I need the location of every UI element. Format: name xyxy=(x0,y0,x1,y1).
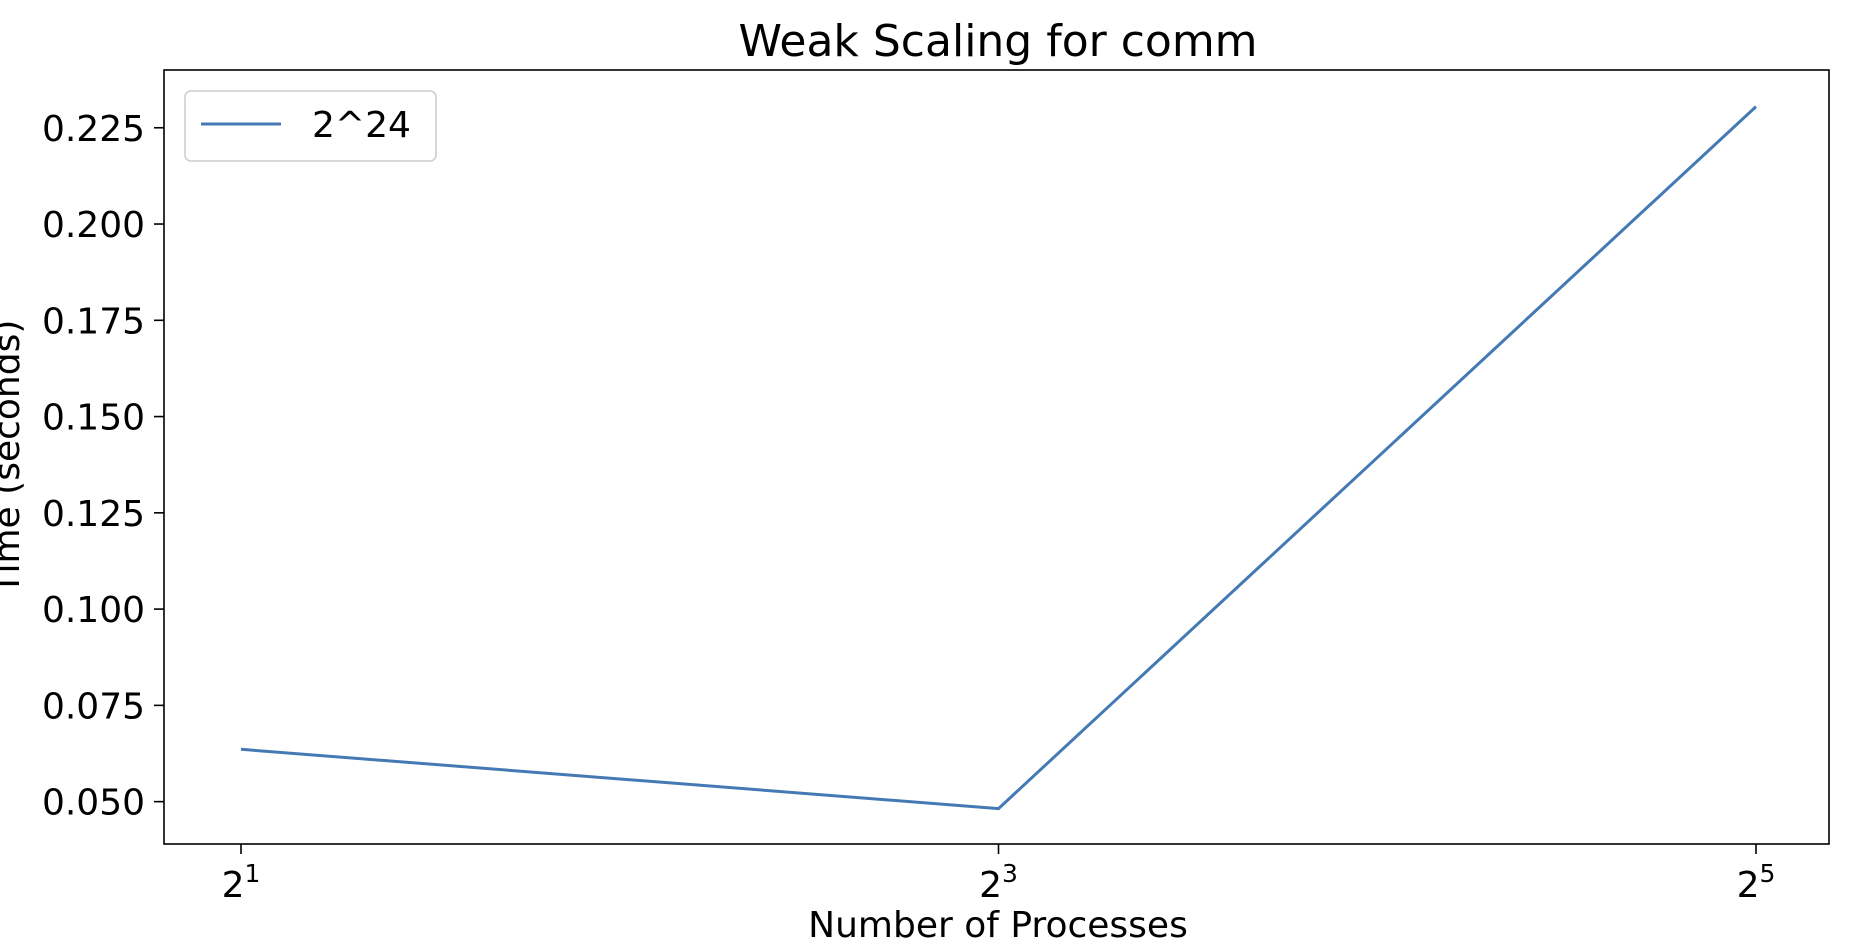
x-tick-label: 23 xyxy=(979,859,1018,906)
y-tick-label: 0.200 xyxy=(42,205,145,246)
y-tick-label: 0.100 xyxy=(42,590,145,631)
y-tick-label: 0.125 xyxy=(42,494,145,535)
plot-frame xyxy=(163,69,1830,845)
y-tick-label: 0.150 xyxy=(42,398,145,439)
chart-title: Weak Scaling for comm xyxy=(738,16,1257,67)
x-axis: 21 23 25 xyxy=(222,844,1776,906)
plot-area: 0.050 0.075 0.100 0.125 0.150 0.175 0.200 0.225… xyxy=(42,69,1830,906)
legend-label: 2^24 xyxy=(312,105,411,146)
series-layer xyxy=(240,105,1758,811)
y-axis: 0.050 0.075 0.100 0.125 0.150 0.175 0.200 0.225 xyxy=(42,109,164,824)
y-tick-label: 0.050 xyxy=(42,783,145,824)
y-tick-label: 0.075 xyxy=(42,686,145,727)
legend-box xyxy=(184,90,437,162)
x-tick-label: 25 xyxy=(1737,859,1776,906)
series-line xyxy=(240,105,1758,811)
y-tick-label: 0.225 xyxy=(42,109,145,150)
x-tick-label: 21 xyxy=(222,859,261,906)
x-axis-label: Number of Processes xyxy=(808,905,1188,944)
y-axis-label: Time (seconds) xyxy=(0,320,28,596)
legend: 2^24 xyxy=(184,90,437,162)
y-tick-label: 0.175 xyxy=(42,301,145,342)
